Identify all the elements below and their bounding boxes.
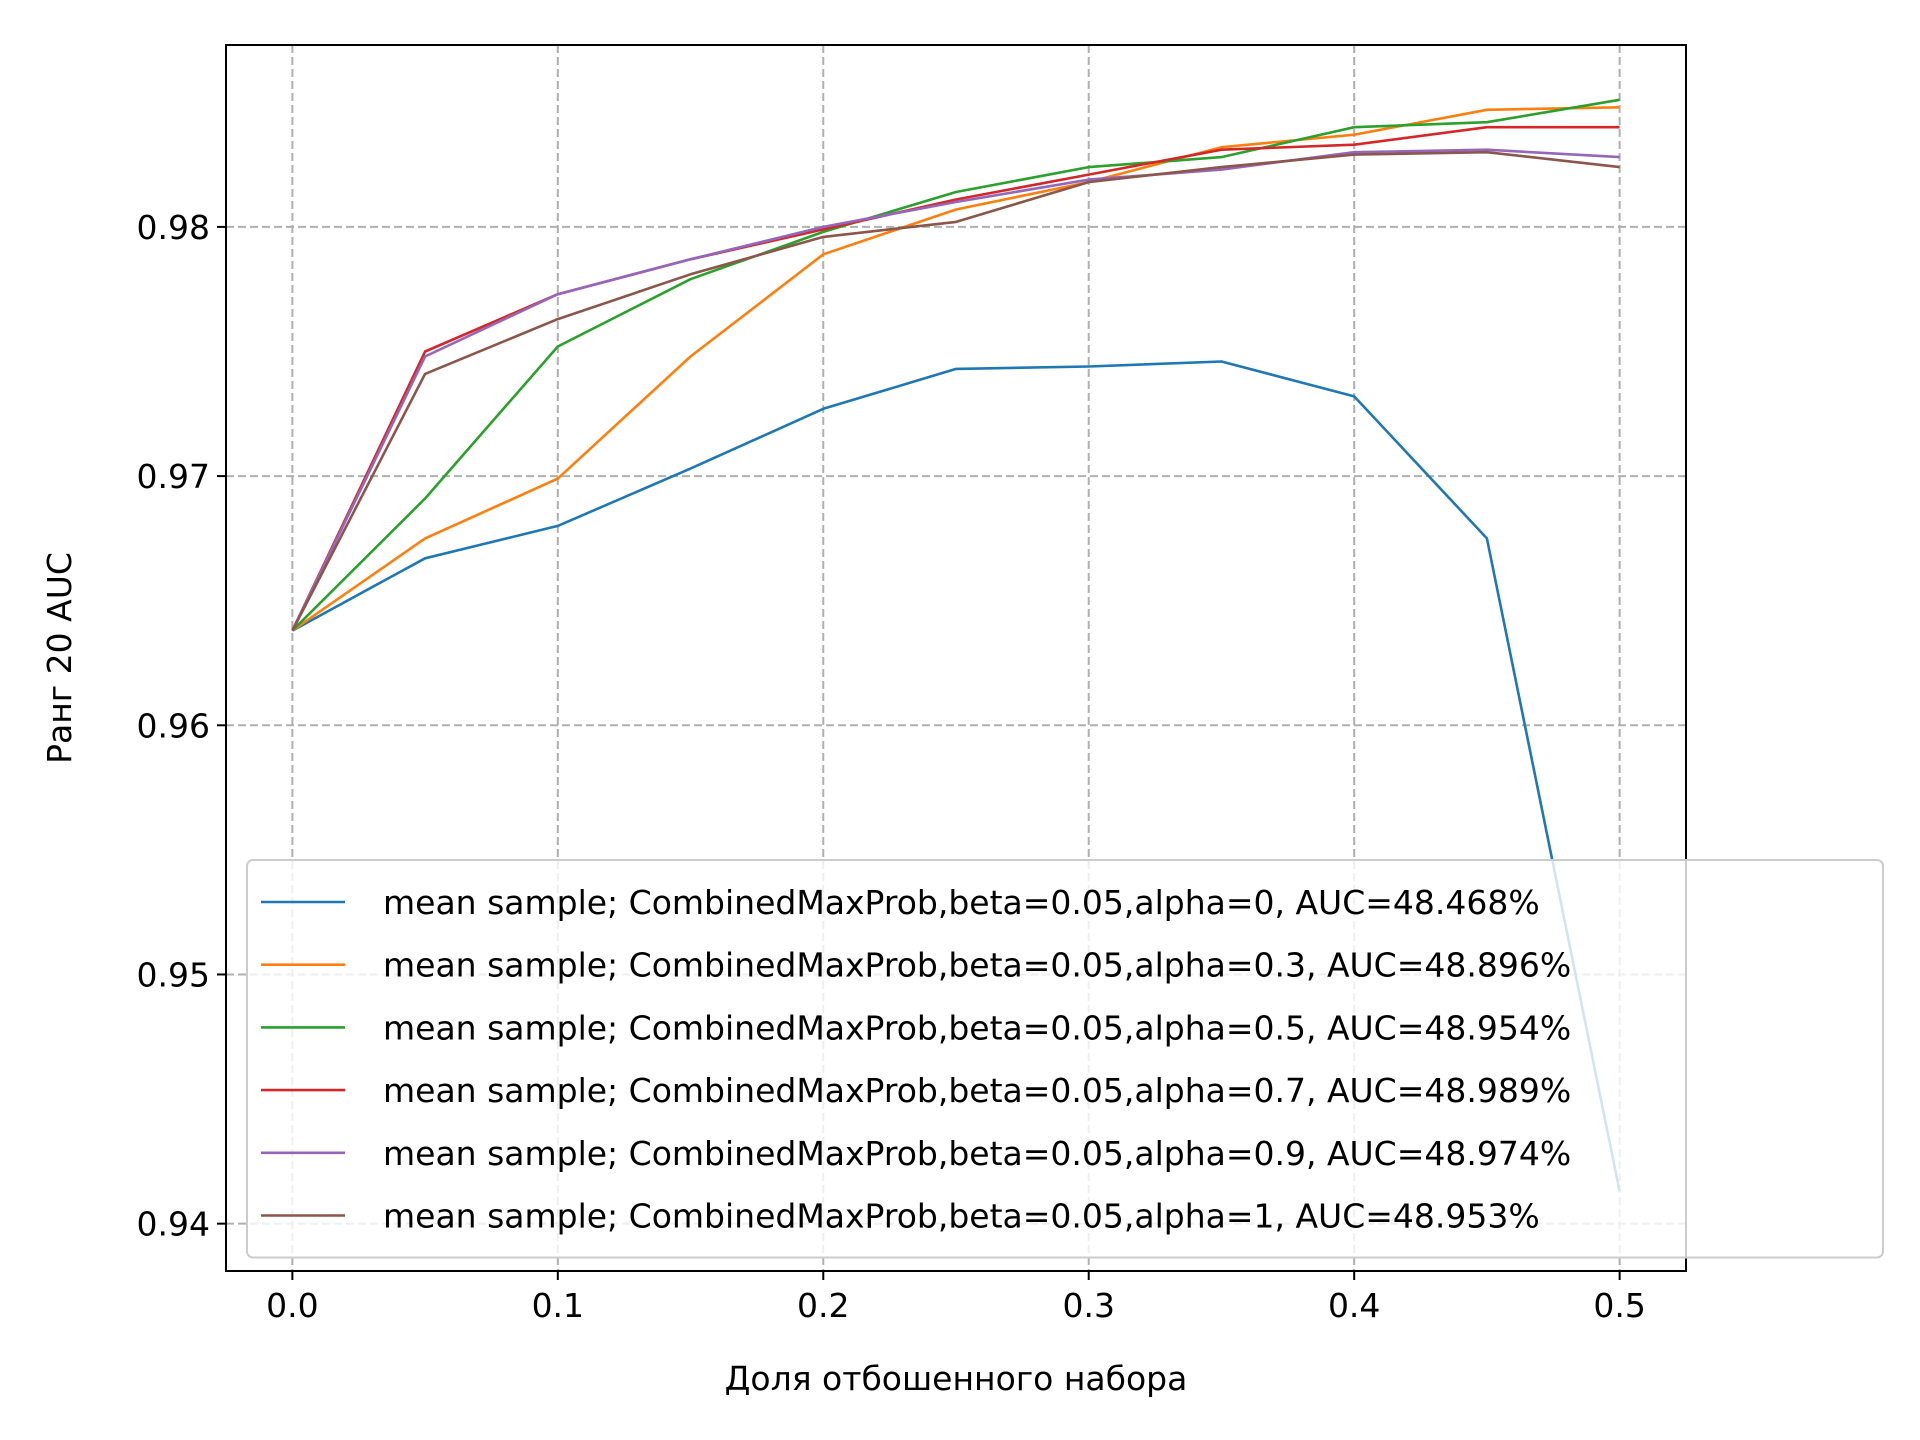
- legend-label-5: mean sample; CombinedMaxProb,beta=0.05,a…: [383, 1134, 1571, 1173]
- x-tick-label: 0.2: [797, 1286, 849, 1325]
- legend-label-2: mean sample; CombinedMaxProb,beta=0.05,a…: [383, 946, 1571, 985]
- x-tick-label: 0.5: [1593, 1286, 1645, 1325]
- legend-label-3: mean sample; CombinedMaxProb,beta=0.05,a…: [383, 1008, 1571, 1047]
- plot-frame: [225, 44, 1687, 1272]
- axis-ticks: 0.0 0.1 0.2 0.3 0.4 0.5 0.94 0.95 0.96 0.97 0.98: [137, 208, 1646, 1325]
- series-line-3: [291, 98, 1620, 632]
- legend-label-6: mean sample; CombinedMaxProb,beta=0.05,a…: [383, 1197, 1540, 1236]
- series-line-6: [291, 150, 1620, 632]
- y-tick-label: 0.97: [137, 457, 210, 496]
- y-tick-label: 0.95: [137, 955, 210, 994]
- y-axis-title: Ранг 20 AUC: [40, 552, 79, 764]
- legend-label-1: mean sample; CombinedMaxProb,beta=0.05,a…: [383, 883, 1540, 922]
- series-line-5: [291, 148, 1620, 632]
- x-tick-label: 0.0: [266, 1286, 318, 1325]
- series-line-1: [291, 360, 1621, 1192]
- x-tick-label: 0.3: [1062, 1286, 1114, 1325]
- x-tick-label: 0.4: [1328, 1286, 1380, 1325]
- series-lines: [291, 98, 1621, 1192]
- y-tick-label: 0.98: [137, 208, 210, 247]
- legend-box: [246, 859, 1884, 1259]
- legend-label-4: mean sample; CombinedMaxProb,beta=0.05,a…: [383, 1071, 1571, 1110]
- series-line-4: [291, 125, 1620, 632]
- x-tick-label: 0.1: [532, 1286, 584, 1325]
- y-tick-label: 0.96: [137, 706, 210, 745]
- legend: mean sample; CombinedMaxProb,beta=0.05,a…: [246, 859, 1884, 1259]
- y-tick-label: 0.94: [137, 1205, 210, 1244]
- x-axis-title: Доля отбошенного набора: [725, 1359, 1188, 1398]
